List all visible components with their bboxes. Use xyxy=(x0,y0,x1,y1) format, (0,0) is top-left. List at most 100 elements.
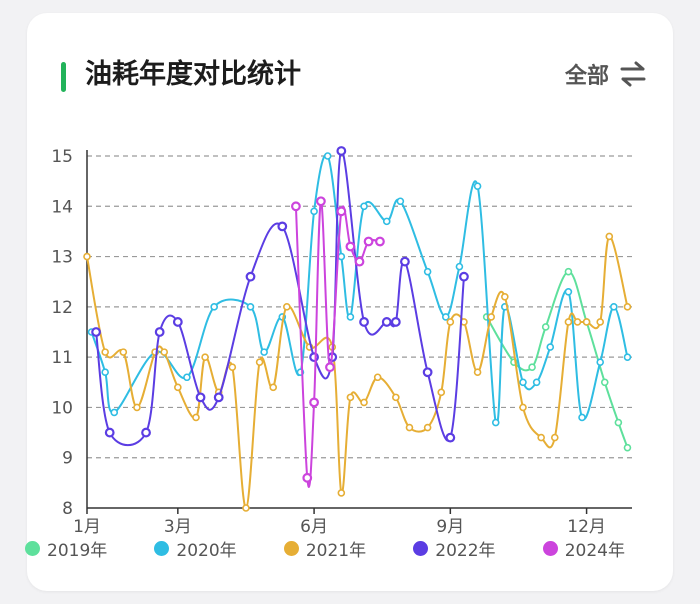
data-point xyxy=(390,317,401,327)
data-point xyxy=(160,348,169,356)
data-point xyxy=(119,348,128,356)
legend-item[interactable]: 2024年 xyxy=(542,536,625,561)
data-point xyxy=(336,146,347,156)
y-tick-label: 14 xyxy=(51,197,73,217)
legend-item[interactable]: 2022年 xyxy=(413,536,496,561)
data-point xyxy=(487,313,496,321)
year-filter-button[interactable]: 全部 xyxy=(565,57,647,91)
data-point xyxy=(246,303,255,311)
x-tick-label: 3月 xyxy=(164,517,192,537)
data-point xyxy=(310,207,318,216)
legend-label: 2024年 xyxy=(564,540,625,561)
legend-label: 2020年 xyxy=(176,540,237,561)
y-tick-label: 11 xyxy=(51,348,73,368)
data-point xyxy=(210,303,218,311)
data-point xyxy=(537,433,545,442)
legend-swatch xyxy=(154,540,170,556)
data-point xyxy=(101,348,109,356)
data-point xyxy=(564,267,573,276)
data-point xyxy=(546,343,555,351)
data-point xyxy=(315,196,326,207)
data-point xyxy=(346,393,355,402)
data-point xyxy=(596,318,605,326)
data-point xyxy=(345,241,356,252)
data-point xyxy=(422,367,433,378)
data-point xyxy=(323,152,332,160)
data-point xyxy=(133,403,141,412)
data-point xyxy=(283,303,291,311)
data-point xyxy=(614,418,623,427)
data-point xyxy=(104,427,115,438)
x-tick-label: 6月 xyxy=(300,517,328,537)
data-point xyxy=(446,318,455,326)
y-tick-label: 13 xyxy=(51,248,73,268)
chart-card: 油耗年度对比统计 全部 xyxy=(27,13,673,591)
data-point xyxy=(255,358,264,366)
data-point xyxy=(183,373,191,382)
data-point xyxy=(541,323,550,331)
data-point xyxy=(382,217,391,226)
y-tick-label: 9 xyxy=(62,449,73,469)
data-point xyxy=(91,327,101,337)
data-point xyxy=(201,353,209,361)
legend-swatch xyxy=(25,540,40,556)
data-point xyxy=(600,378,609,387)
legend-label: 2021年 xyxy=(305,540,367,561)
data-point xyxy=(423,267,432,276)
y-tick-label: 15 xyxy=(51,147,73,167)
chart-legend: 2019年 2020年 2021年 2022年 2024年 xyxy=(25,533,625,563)
filter-label: 全部 xyxy=(564,64,609,89)
data-point xyxy=(623,353,632,361)
data-point xyxy=(501,292,509,301)
data-point xyxy=(291,201,301,212)
data-point xyxy=(174,383,182,392)
data-point xyxy=(623,443,632,452)
data-point xyxy=(110,408,119,417)
data-point xyxy=(346,313,355,321)
x-tick-label: 12月 xyxy=(567,517,606,537)
y-tick-label: 12 xyxy=(51,298,73,318)
data-point xyxy=(245,271,256,282)
legend-item[interactable]: 2019年 xyxy=(25,536,107,561)
legend-label: 2022年 xyxy=(435,540,496,561)
data-point xyxy=(309,397,319,408)
y-tick-label: 10 xyxy=(51,398,73,418)
data-point xyxy=(405,423,414,432)
title-accent-bar xyxy=(61,62,66,92)
data-point xyxy=(154,327,165,337)
data-point xyxy=(473,182,482,190)
data-point xyxy=(242,504,250,512)
data-point xyxy=(373,373,382,382)
data-point xyxy=(363,236,374,247)
data-point xyxy=(360,202,368,211)
data-point xyxy=(441,313,450,321)
data-point xyxy=(550,433,559,442)
data-point xyxy=(172,317,183,327)
data-point xyxy=(360,398,368,407)
data-point xyxy=(564,318,573,326)
data-point xyxy=(445,432,456,443)
swap-icon xyxy=(620,61,646,87)
data-point xyxy=(195,392,206,403)
data-point xyxy=(437,388,446,397)
data-point xyxy=(396,197,405,206)
data-point xyxy=(337,489,346,497)
data-point xyxy=(83,252,91,261)
data-point xyxy=(596,358,605,366)
data-point xyxy=(228,363,237,372)
legend-swatch xyxy=(283,540,299,556)
data-point xyxy=(359,317,369,327)
data-point xyxy=(269,383,278,392)
data-point xyxy=(623,303,632,311)
x-tick-label: 9月 xyxy=(436,517,464,537)
legend-label: 2019年 xyxy=(47,540,108,561)
legend-item[interactable]: 2020年 xyxy=(154,536,237,561)
data-point xyxy=(337,252,346,261)
data-point xyxy=(325,362,335,373)
y-tick-label: 8 xyxy=(62,499,73,519)
data-point xyxy=(578,413,586,422)
legend-item[interactable]: 2021年 xyxy=(283,536,367,561)
legend-swatch xyxy=(413,540,429,556)
series-line-3 xyxy=(95,149,465,447)
